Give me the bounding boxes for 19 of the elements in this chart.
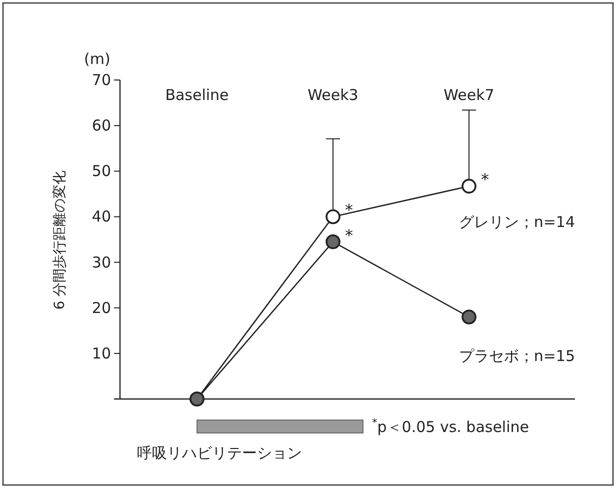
text: (m) — [84, 50, 110, 68]
annotation: * — [345, 200, 353, 220]
text: $^{*}$p＜0.05 vs. baseline — [372, 417, 529, 436]
y-tick-label: 50 — [92, 162, 111, 180]
series-label: プラセボ；n=15 — [458, 346, 575, 365]
series-label: グレリン；n=14 — [458, 213, 575, 232]
x-tick-label: Baseline — [165, 86, 229, 104]
y-tick-label: 20 — [92, 298, 111, 317]
x-tick-label: Week3 — [308, 86, 358, 104]
text: 呼吸リハビリテーション — [137, 444, 302, 462]
annotation: * — [345, 226, 353, 245]
y-tick-label: 30 — [92, 253, 111, 272]
y-tick-label: 10 — [92, 344, 111, 362]
x-tick-label: Week7 — [444, 86, 494, 104]
y-tick-label: 70 — [92, 71, 111, 89]
y-tick-label: 40 — [92, 208, 111, 226]
y-axis-title: 6 分間歩行距離の変化 — [52, 170, 68, 310]
annotation: * — [481, 170, 489, 190]
y-tick-label: 60 — [92, 116, 111, 135]
